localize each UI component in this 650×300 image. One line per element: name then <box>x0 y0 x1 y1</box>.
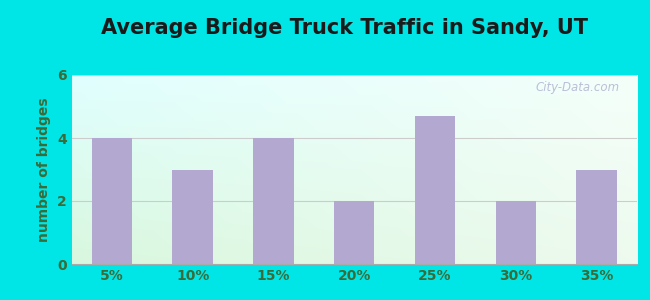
Bar <box>415 116 455 264</box>
Y-axis label: number of bridges: number of bridges <box>37 97 51 242</box>
Bar <box>334 201 374 264</box>
Bar <box>254 138 294 264</box>
Bar <box>495 201 536 264</box>
Bar <box>92 138 132 264</box>
Bar <box>172 169 213 264</box>
Bar <box>577 169 617 264</box>
Text: Average Bridge Truck Traffic in Sandy, UT: Average Bridge Truck Traffic in Sandy, U… <box>101 18 588 38</box>
Text: City-Data.com: City-Data.com <box>536 81 620 94</box>
